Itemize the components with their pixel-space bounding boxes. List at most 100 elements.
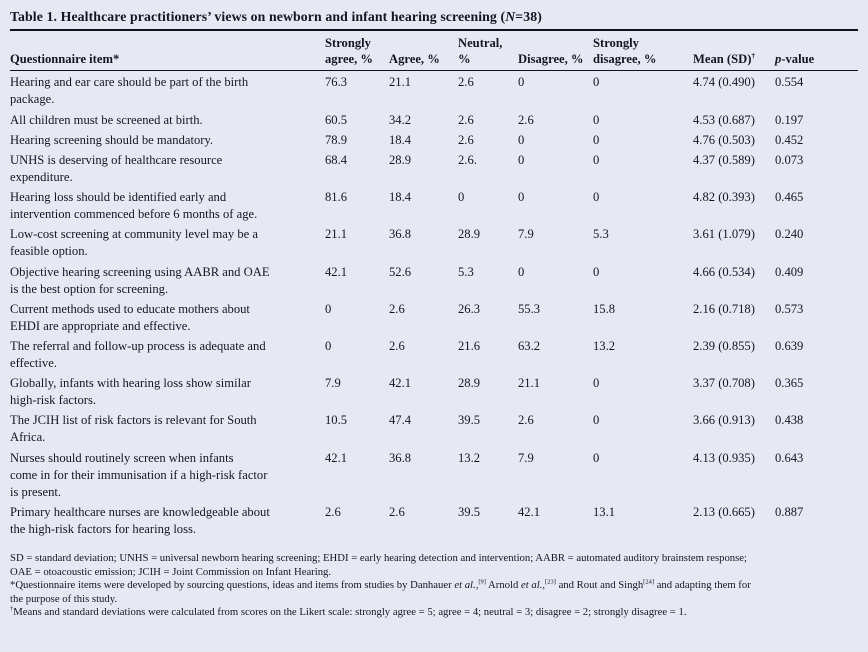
item-cell: Low-cost screening at community level ma… (10, 227, 258, 259)
footnote-ref-23: [23] (545, 578, 556, 586)
item-cell: Hearing loss should be identified early … (10, 190, 258, 222)
footnote-etal-1: et al., (454, 579, 479, 592)
neutral-cell: 13.2 (458, 450, 481, 465)
strongly-agree-cell: 7.9 (325, 376, 341, 391)
agree-cell: 2.6 (389, 301, 405, 316)
footnote-etal-2: et al., (521, 579, 546, 592)
footnote-ref-9: [9] (478, 578, 486, 586)
p-value-cell: 0.639 (775, 338, 804, 353)
agree-cell: 42.1 (389, 376, 412, 391)
mean-sd-cell: 3.66 (0.913) (693, 413, 755, 428)
strongly-disagree-cell: 0 (593, 190, 600, 205)
footnote-star-text-3: and Rout and Singh (555, 579, 644, 592)
p-value-cell: 0.365 (775, 376, 804, 391)
col-header-agree: Agree, % (389, 31, 458, 72)
table-row: Primary healthcare nurses are knowledgea… (10, 502, 858, 539)
item-cell: Nurses should routinely screen when infa… (10, 450, 268, 499)
agree-cell: 28.9 (389, 153, 412, 168)
item-cell: All children must be screened at birth. (10, 112, 203, 127)
strongly-agree-cell: 42.1 (325, 264, 348, 279)
disagree-cell: 63.2 (518, 338, 541, 353)
strongly-agree-cell: 81.6 (325, 190, 348, 205)
table-row: Nurses should routinely screen when infa… (10, 448, 858, 502)
item-cell: Hearing and ear care should be part of t… (10, 75, 249, 107)
table-row: Objective hearing screening using AABR a… (10, 262, 858, 299)
strongly-disagree-cell: 0 (593, 376, 600, 391)
table-row: Hearing loss should be identified early … (10, 188, 858, 225)
strongly-disagree-cell: 0 (593, 75, 600, 90)
p-value-cell: 0.409 (775, 264, 804, 279)
mean-sd-cell: 4.13 (0.935) (693, 450, 755, 465)
item-cell: Globally, infants with hearing loss show… (10, 376, 251, 408)
col-header-questionnaire-item: Questionnaire item* (10, 31, 325, 72)
disagree-cell: 21.1 (518, 376, 541, 391)
disagree-cell: 0 (518, 132, 525, 147)
item-cell: Current methods used to educate mothers … (10, 301, 250, 333)
mean-sd-cell: 3.61 (1.079) (693, 227, 755, 242)
p-value-cell: 0.643 (775, 450, 804, 465)
mean-sd-cell: 4.82 (0.393) (693, 190, 755, 205)
item-cell: UNHS is deserving of healthcare resource… (10, 153, 223, 185)
disagree-cell: 2.6 (518, 413, 534, 428)
p-value-cell: 0.573 (775, 301, 804, 316)
col-header-p-value: p-value (775, 31, 858, 72)
agree-cell: 21.1 (389, 75, 412, 90)
footnote-abbreviations: SD = standard deviation; UNHS = universa… (10, 552, 748, 578)
strongly-agree-cell: 60.5 (325, 112, 348, 127)
table-row: The referral and follow-up process is ad… (10, 336, 858, 373)
strongly-agree-cell: 21.1 (325, 227, 348, 242)
table-row: Low-cost screening at community level ma… (10, 225, 858, 262)
neutral-cell: 39.5 (458, 413, 481, 428)
strongly-agree-cell: 10.5 (325, 413, 348, 428)
neutral-cell: 2.6. (458, 153, 477, 168)
neutral-cell: 2.6 (458, 75, 474, 90)
neutral-cell: 2.6 (458, 112, 474, 127)
table-title-suffix: =38) (515, 9, 542, 24)
table-row: Current methods used to educate mothers … (10, 299, 858, 336)
p-value-cell: 0.240 (775, 227, 804, 242)
strongly-agree-cell: 42.1 (325, 450, 348, 465)
strongly-disagree-cell: 0 (593, 132, 600, 147)
table-row: Hearing and ear care should be part of t… (10, 71, 858, 110)
disagree-cell: 2.6 (518, 112, 534, 127)
mean-sd-cell: 3.37 (0.708) (693, 376, 755, 391)
p-value-cell: 0.554 (775, 75, 804, 90)
disagree-cell: 0 (518, 190, 525, 205)
strongly-agree-cell: 76.3 (325, 75, 348, 90)
footnote-likert-scale: †Means and standard deviations were calc… (10, 606, 858, 619)
strongly-disagree-cell: 0 (593, 413, 600, 428)
neutral-cell: 0 (458, 190, 465, 205)
mean-sd-dagger: † (751, 51, 756, 61)
footnote-dagger-text: Means and standard deviations were calcu… (13, 605, 687, 618)
agree-cell: 2.6 (389, 504, 405, 519)
agree-cell: 36.8 (389, 450, 412, 465)
agree-cell: 36.8 (389, 227, 412, 242)
agree-cell: 2.6 (389, 338, 405, 353)
disagree-cell: 55.3 (518, 301, 541, 316)
table-title-prefix: Table 1. Healthcare practitioners’ views… (10, 9, 506, 24)
disagree-cell: 0 (518, 153, 525, 168)
agree-cell: 52.6 (389, 264, 412, 279)
neutral-cell: 21.6 (458, 338, 481, 353)
footnote-star-text-1: *Questionnaire items were developed by s… (10, 579, 455, 592)
col-header-mean-sd: Mean (SD)† (693, 31, 775, 72)
strongly-agree-cell: 68.4 (325, 153, 348, 168)
strongly-disagree-cell: 0 (593, 153, 600, 168)
strongly-agree-cell: 2.6 (325, 504, 341, 519)
strongly-disagree-cell: 0 (593, 264, 600, 279)
footnote-dagger-symbol: † (10, 605, 14, 613)
header-row: Questionnaire item* Strongly agree, % Ag… (10, 31, 858, 72)
mean-sd-cell: 2.39 (0.855) (693, 338, 755, 353)
col-header-disagree: Disagree, % (518, 31, 593, 72)
strongly-disagree-cell: 15.8 (593, 301, 616, 316)
strongly-disagree-cell: 13.2 (593, 338, 616, 353)
strongly-agree-cell: 0 (325, 338, 332, 353)
footnote-ref-24: [24] (643, 578, 655, 586)
strongly-disagree-cell: 0 (593, 450, 600, 465)
mean-sd-cell: 2.13 (0.665) (693, 504, 755, 519)
disagree-cell: 0 (518, 264, 525, 279)
table-row: All children must be screened at birth. … (10, 110, 858, 130)
p-value-p: p (775, 52, 782, 67)
table-row: Globally, infants with hearing loss show… (10, 374, 858, 411)
